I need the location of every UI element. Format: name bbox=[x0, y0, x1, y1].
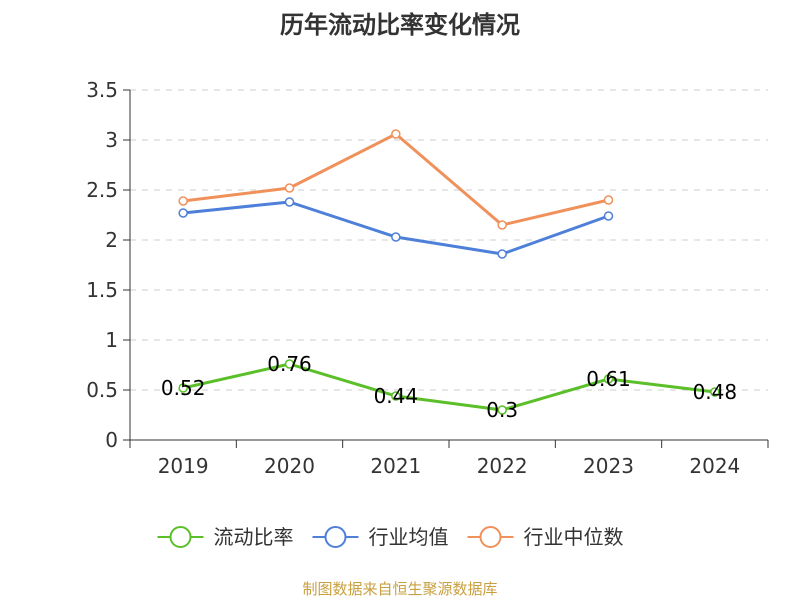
x-tick-label: 2024 bbox=[689, 454, 740, 478]
data-label: 0.61 bbox=[586, 367, 631, 391]
data-point bbox=[603, 195, 614, 205]
data-label: 0.3 bbox=[486, 398, 518, 422]
legend-label: 行业中位数 bbox=[524, 525, 624, 549]
data-point bbox=[497, 405, 507, 415]
legend: 流动比率 行业均值 行业中位数 bbox=[157, 525, 624, 549]
x-tick-label: 2020 bbox=[264, 454, 315, 478]
data-point bbox=[284, 359, 295, 369]
y-tick-label: 1 bbox=[105, 328, 118, 352]
data-point bbox=[391, 391, 401, 401]
legend-marker bbox=[169, 526, 192, 548]
x-tick-label: 2021 bbox=[370, 454, 421, 478]
data-point bbox=[178, 208, 188, 218]
y-tick-label: 3 bbox=[105, 128, 118, 152]
y-tick-label: 1.5 bbox=[86, 278, 118, 302]
legend-label: 流动比率 bbox=[214, 525, 294, 549]
data-label: 0.44 bbox=[374, 384, 419, 408]
data-point bbox=[284, 197, 295, 207]
y-tick-label: 2.5 bbox=[86, 178, 118, 202]
x-tick-label: 2019 bbox=[158, 454, 209, 478]
legend-label: 行业均值 bbox=[369, 525, 449, 549]
legend-item: 行业中位数 bbox=[467, 525, 624, 549]
data-point bbox=[391, 129, 401, 139]
data-point bbox=[497, 220, 507, 230]
x-axis-ticks: 2019 2020 2021 2022 2023 2024 bbox=[129, 440, 769, 478]
chart-title: 历年流动比率变化情况 bbox=[280, 11, 520, 39]
y-tick-label: 3.5 bbox=[86, 78, 118, 102]
data-point bbox=[178, 383, 188, 393]
y-tick-label: 2 bbox=[105, 228, 118, 252]
y-tick-label: 0.5 bbox=[86, 378, 118, 402]
y-axis-ticks: 0 0.5 1 1.5 2 2.5 3 3.5 bbox=[86, 78, 130, 452]
series-line-1 bbox=[183, 200, 610, 256]
x-tick-label: 2023 bbox=[583, 454, 634, 478]
legend-item: 流动比率 bbox=[157, 525, 294, 549]
series-line-2 bbox=[182, 132, 609, 227]
data-point bbox=[603, 374, 614, 384]
y-tick-label: 0 bbox=[105, 428, 118, 452]
x-tick-label: 2022 bbox=[477, 454, 528, 478]
legend-marker bbox=[324, 526, 347, 548]
legend-item: 行业均值 bbox=[312, 525, 449, 549]
data-point bbox=[497, 249, 507, 259]
data-point bbox=[710, 387, 720, 397]
data-labels: 0.52 0.76 0.44 0.3 0.61 0.48 bbox=[161, 352, 737, 422]
data-point bbox=[178, 196, 188, 206]
data-label: 0.48 bbox=[693, 380, 738, 404]
source-note: 制图数据来自恒生聚源数据库 bbox=[302, 580, 497, 598]
data-label: 0.52 bbox=[161, 376, 206, 400]
data-point bbox=[284, 183, 295, 193]
data-point bbox=[603, 211, 614, 221]
series-lines bbox=[178, 129, 720, 415]
series-line-0 bbox=[182, 362, 716, 412]
legend-marker bbox=[479, 526, 502, 548]
data-point bbox=[391, 232, 401, 242]
data-label: 0.76 bbox=[267, 352, 312, 376]
grid-lines bbox=[130, 89, 768, 391]
